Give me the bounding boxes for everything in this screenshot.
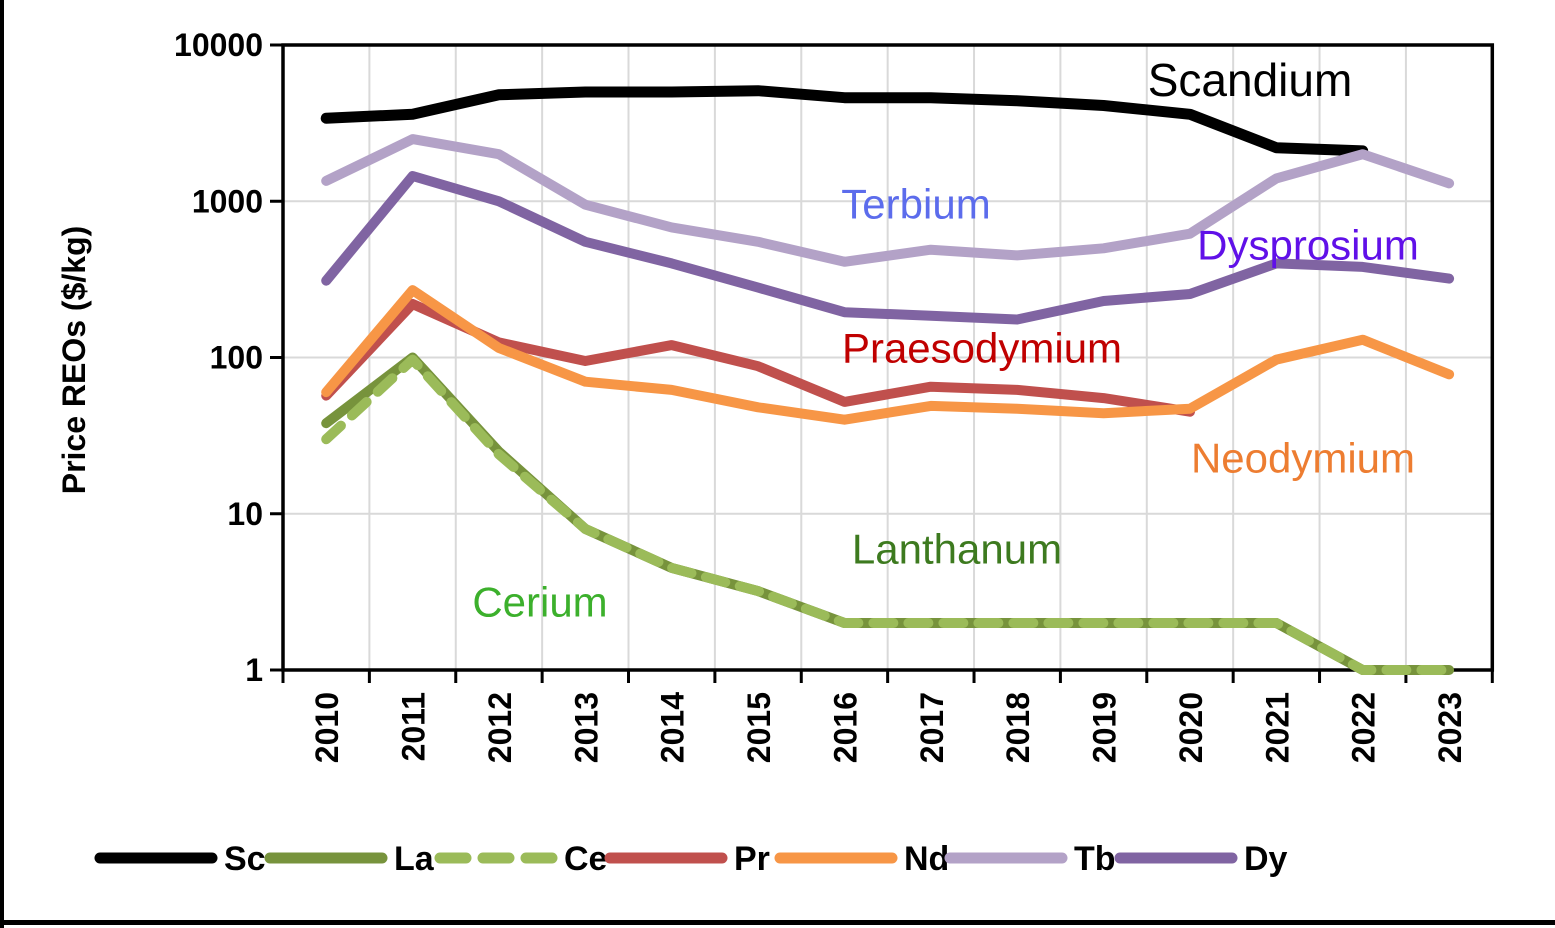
legend-label-nd: Nd	[904, 840, 949, 878]
legend-label-tb: Tb	[1074, 840, 1116, 878]
y-tick-label: 10000	[174, 27, 263, 63]
bottom-rule	[0, 920, 1555, 925]
annotation-praesodymium: Praesodymium	[842, 325, 1122, 372]
legend-label-pr: Pr	[734, 840, 770, 878]
annotation-neodymium: Neodymium	[1191, 435, 1415, 482]
legend-label-la: La	[394, 840, 435, 878]
series-line-nd	[321, 285, 1455, 425]
x-tick-label: 2013	[568, 692, 604, 763]
y-tick-label: 100	[210, 340, 263, 376]
y-tick-label: 10	[227, 496, 263, 532]
x-tick-label: 2020	[1173, 692, 1209, 763]
series-line-dy	[321, 171, 1455, 325]
x-tick-label: 2021	[1259, 692, 1295, 763]
x-tick-label: 2022	[1346, 692, 1382, 763]
series-line-ce	[321, 354, 1455, 675]
x-tick-label: 2015	[741, 692, 777, 763]
x-tick-label: 2011	[396, 692, 432, 761]
y-tick-label: 1	[245, 652, 263, 688]
legend-label-sc: Sc	[224, 840, 266, 878]
x-tick-label: 2018	[1000, 692, 1036, 763]
x-tick-label: 2016	[827, 692, 863, 763]
x-tick-label: 2017	[914, 692, 950, 763]
legend-label-dy: Dy	[1244, 840, 1288, 878]
series-line-sc	[320, 85, 1369, 157]
annotation-terbium: Terbium	[841, 181, 990, 228]
screen-edge-left	[0, 0, 4, 928]
x-tick-label: 2010	[309, 692, 345, 763]
x-tick-label: 2014	[655, 692, 691, 763]
series-line-tb	[321, 134, 1455, 267]
x-tick-label: 2019	[1087, 692, 1123, 763]
legend-label-ce: Ce	[564, 840, 607, 878]
y-tick-label: 1000	[192, 183, 263, 219]
x-tick-label: 2023	[1432, 692, 1468, 763]
x-tick-label: 2012	[482, 692, 518, 763]
y-axis-title: Price REOs ($/kg)	[56, 226, 92, 495]
annotation-cerium: Cerium	[472, 579, 607, 626]
annotation-scandium: Scandium	[1148, 54, 1353, 106]
annotation-dysprosium: Dysprosium	[1197, 222, 1419, 269]
annotation-lanthanum: Lanthanum	[852, 526, 1062, 573]
